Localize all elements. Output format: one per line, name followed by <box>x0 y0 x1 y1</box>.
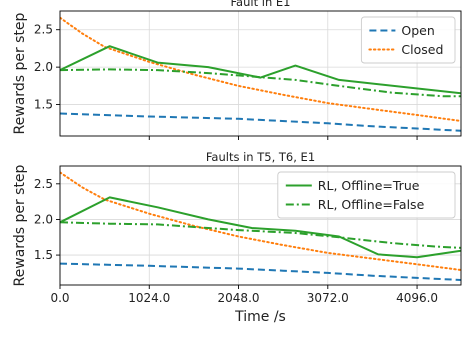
y-tick-label: 2.5 <box>34 23 53 37</box>
series-line-rl-offline-true <box>60 45 461 95</box>
x-tick-label: 3072.0 <box>307 291 349 305</box>
legend-label: RL, Offline=False <box>318 197 425 212</box>
series-line-open <box>60 262 461 281</box>
chart-title: Fault in E1 <box>231 0 291 9</box>
y-tick-label: 1.5 <box>34 98 53 112</box>
legend-label: Open <box>401 23 434 38</box>
legend-label: RL, Offline=True <box>318 178 420 193</box>
x-axis-label: Time /s <box>234 309 286 325</box>
series-line-rl-offline-false <box>60 68 461 98</box>
y-tick-label: 2.5 <box>34 177 53 191</box>
legend-box <box>360 16 456 64</box>
plot-frame <box>59 165 462 286</box>
y-tick-label: 2.0 <box>34 212 53 226</box>
legend-label: Closed <box>401 42 443 57</box>
x-tick-label: 4096.0 <box>396 291 438 305</box>
series-line-rl-offline-true <box>60 196 461 259</box>
x-tick-label: 1024.0 <box>128 291 170 305</box>
x-tick-label: 0.0 <box>50 291 69 305</box>
chart-title: Faults in T5, T6, E1 <box>206 150 315 164</box>
series-line-open <box>60 112 461 132</box>
plot-frame <box>59 10 462 137</box>
chart-panel-2: 1.5 2.0 2.5 0.0 1024.0 2048.0 3072.0 4096.0 Faul… <box>12 150 462 325</box>
x-tick-label: 2048.0 <box>218 291 260 305</box>
legend-box <box>277 171 456 219</box>
series-line-closed <box>60 171 461 271</box>
y-axis-label: Rewards per step <box>12 12 28 134</box>
y-tick-label: 2.0 <box>34 60 53 74</box>
series-line-closed <box>60 16 461 122</box>
legend: Open Closed <box>360 16 456 64</box>
legend: RL, Offline=True RL, Offline=False <box>277 171 456 219</box>
series-line-rl-offline-false <box>60 221 461 249</box>
y-tick-label: 1.5 <box>34 248 53 262</box>
chart-panel-1: 1.5 2.0 2.5 Fault in E1 Rewards per step Open… <box>12 0 462 140</box>
y-axis-label: Rewards per step <box>12 164 28 286</box>
